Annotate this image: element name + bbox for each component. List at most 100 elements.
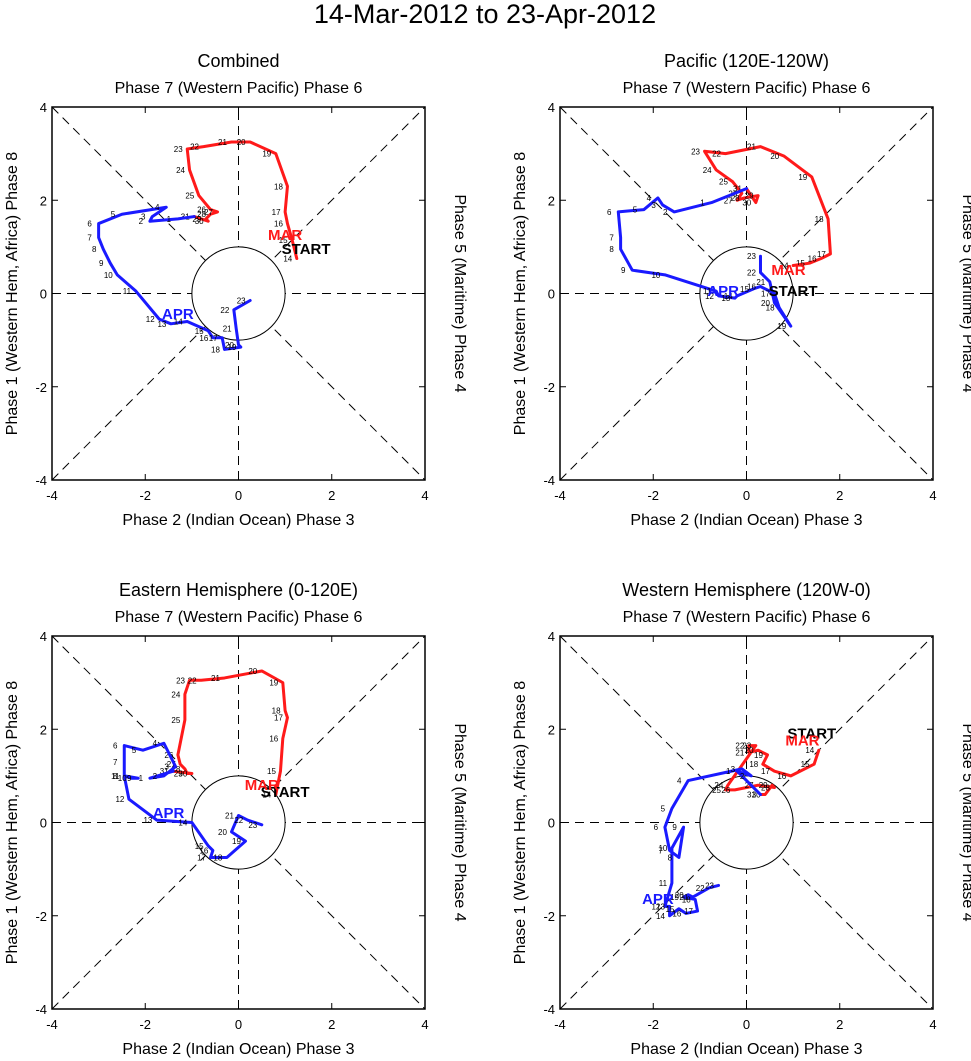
series-line-apr bbox=[122, 741, 264, 859]
day-label: 13 bbox=[656, 902, 665, 911]
day-label: 17 bbox=[197, 853, 206, 862]
day-label: 27 bbox=[167, 760, 176, 769]
day-label: 3 bbox=[651, 201, 656, 210]
day-label: 1 bbox=[700, 199, 705, 208]
day-label: 7 bbox=[87, 234, 92, 243]
panel-title: Western Hemisphere (120W-0) bbox=[622, 580, 870, 600]
y-tick-label: 0 bbox=[40, 816, 47, 831]
day-label: 17 bbox=[761, 290, 770, 299]
day-label: 15 bbox=[267, 767, 276, 776]
series-line-apr bbox=[97, 205, 252, 351]
right-axis-label: Phase 5 (Maritime) Phase 4 bbox=[959, 194, 971, 392]
day-label: 24 bbox=[176, 166, 185, 175]
y-tick-label: -4 bbox=[35, 1002, 47, 1017]
day-label: 17 bbox=[272, 208, 281, 217]
day-label: 21 bbox=[756, 278, 765, 287]
day-label: 4 bbox=[153, 739, 158, 748]
day-label: 22 bbox=[188, 676, 197, 685]
day-label: 14 bbox=[283, 255, 292, 264]
start-label: START bbox=[787, 726, 836, 743]
day-label: 31 bbox=[160, 767, 169, 776]
day-label: 2 bbox=[663, 208, 668, 217]
day-label: 5 bbox=[633, 206, 638, 215]
day-label: 18 bbox=[272, 707, 281, 716]
day-label: 17 bbox=[761, 767, 770, 776]
x-tick-label: -4 bbox=[554, 488, 566, 503]
y-tick-label: -2 bbox=[35, 380, 47, 395]
day-label: 17 bbox=[684, 907, 693, 916]
start-label: START bbox=[261, 784, 310, 801]
day-label: 16 bbox=[747, 283, 756, 292]
day-label: 8 bbox=[92, 245, 97, 254]
day-label: 12 bbox=[651, 902, 660, 911]
series-line-mar bbox=[171, 669, 289, 797]
x-tick-label: 4 bbox=[929, 1017, 936, 1032]
day-label: 18 bbox=[766, 303, 775, 312]
day-label: 19 bbox=[754, 751, 763, 760]
y-tick-label: -4 bbox=[543, 473, 555, 488]
y-tick-label: 0 bbox=[40, 287, 47, 302]
day-label: 20 bbox=[675, 891, 684, 900]
x-tick-label: 4 bbox=[421, 1017, 428, 1032]
x-tick-label: 4 bbox=[929, 488, 936, 503]
day-label: 28 bbox=[731, 194, 740, 203]
day-label: 14 bbox=[174, 317, 183, 326]
day-label: 9 bbox=[672, 823, 677, 832]
day-label: 23 bbox=[705, 881, 714, 890]
x-tick-label: 0 bbox=[235, 488, 242, 503]
day-label: 10 bbox=[658, 844, 667, 853]
panels-container: Combined Phase 7 (Western Pacific) Phase … bbox=[4, 51, 971, 1058]
left-axis-label: Phase 1 (Western Hem, Africa) Phase 8 bbox=[4, 681, 21, 964]
panel-title: Pacific (120E-120W) bbox=[664, 51, 829, 71]
panel-3: Eastern Hemisphere (0-120E) Phase 7 (West… bbox=[4, 580, 468, 1058]
x-tick-label: 2 bbox=[328, 1017, 335, 1032]
day-label: 22 bbox=[190, 143, 199, 152]
day-label: 10 bbox=[118, 774, 127, 783]
x-tick-label: 2 bbox=[836, 488, 843, 503]
day-label: 23 bbox=[237, 296, 246, 305]
day-label: 6 bbox=[607, 208, 612, 217]
day-label: 28 bbox=[761, 784, 770, 793]
day-label: 15 bbox=[740, 285, 749, 294]
day-label: 27 bbox=[745, 781, 754, 790]
day-label: 13 bbox=[721, 294, 730, 303]
day-label: 11 bbox=[703, 287, 712, 296]
day-label: 25 bbox=[712, 786, 721, 795]
day-label: 15 bbox=[665, 905, 674, 914]
day-label: 18 bbox=[815, 215, 824, 224]
right-axis-label: Phase 5 (Maritime) Phase 4 bbox=[451, 723, 468, 921]
day-label: 17 bbox=[209, 334, 218, 343]
y-tick-label: 2 bbox=[40, 193, 47, 208]
day-label: 27 bbox=[204, 208, 213, 217]
day-label: 29 bbox=[759, 781, 768, 790]
day-label: 14 bbox=[724, 292, 733, 301]
y-tick-label: 4 bbox=[548, 629, 555, 644]
day-label: 14 bbox=[656, 912, 665, 921]
day-label: 23 bbox=[742, 742, 751, 751]
day-label: 21 bbox=[211, 674, 220, 683]
day-label: 10 bbox=[651, 271, 660, 280]
day-label: 1 bbox=[167, 215, 172, 224]
y-tick-label: -2 bbox=[35, 909, 47, 924]
day-label: 3 bbox=[731, 765, 736, 774]
series-line-mar bbox=[703, 145, 832, 268]
day-label: 3 bbox=[164, 763, 169, 772]
day-label: 4 bbox=[677, 777, 682, 786]
day-label: 18 bbox=[749, 760, 758, 769]
day-label: 2 bbox=[740, 772, 745, 781]
day-label: 6 bbox=[87, 220, 92, 229]
day-label: 2 bbox=[153, 772, 158, 781]
day-label: 15 bbox=[195, 842, 204, 851]
day-label: 26 bbox=[721, 786, 730, 795]
day-label: 31 bbox=[733, 185, 742, 194]
day-label: 19 bbox=[232, 837, 241, 846]
day-label: 4 bbox=[647, 194, 652, 203]
figure-title: 14-Mar-2012 to 23-Apr-2012 bbox=[314, 0, 656, 29]
mar-label: MAR bbox=[771, 262, 805, 279]
bottom-axis-label: Phase 2 (Indian Ocean) Phase 3 bbox=[630, 1041, 862, 1058]
series-line-mar bbox=[724, 744, 821, 797]
day-label: 30 bbox=[752, 791, 761, 800]
day-label: 18 bbox=[682, 895, 691, 904]
bottom-axis-label: Phase 2 (Indian Ocean) Phase 3 bbox=[630, 512, 862, 529]
